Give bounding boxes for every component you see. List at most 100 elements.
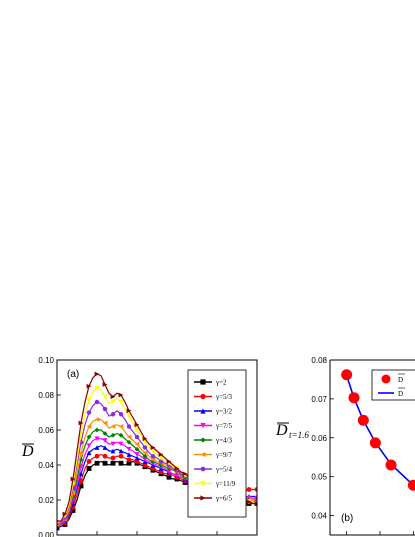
chart-a-point (78, 420, 84, 426)
chart-a-point (86, 459, 92, 464)
chart-a-point (254, 495, 257, 501)
chart-a-legend-marker (200, 408, 206, 414)
chart-b-legend-item: D (378, 387, 405, 398)
chart-a-point (174, 466, 180, 471)
chart-a-ytick-label: 0.04 (38, 461, 54, 470)
chart-b-series-group (341, 369, 415, 491)
chart-a-legend-label: γ=6/5 (215, 495, 232, 503)
chart-a-legend-marker (200, 393, 206, 400)
chart-a-ytick-label: 0.10 (38, 356, 54, 365)
chart-a-point (70, 508, 76, 513)
chart-a-point (150, 448, 156, 454)
chart-b-point (407, 479, 415, 491)
chart-b-ytick-label: 0.07 (311, 395, 327, 404)
chart-a-point (118, 453, 124, 459)
chart-a-point (110, 394, 116, 400)
chart-a-point (94, 445, 100, 450)
chart-a-point (86, 424, 92, 429)
chart-a-point (70, 494, 76, 499)
chart-a-point (254, 501, 257, 506)
chart-a-point (86, 466, 92, 471)
chart-a-legend-marker (200, 379, 206, 385)
chart-a-legend-item: γ=9/7 (194, 451, 232, 459)
chart-a-point (86, 397, 92, 403)
chart-a-point (150, 445, 156, 450)
chart-a-point (70, 476, 76, 482)
chart-a-legend-item: γ=5/4 (194, 466, 232, 474)
chart-a-legend-marker (200, 451, 206, 458)
chart-a-point (102, 460, 108, 466)
chart-a-point (158, 452, 164, 457)
chart-b-point (385, 459, 397, 471)
chart-a-point (86, 450, 92, 456)
chart-a-point (150, 457, 156, 463)
chart-a-point (158, 462, 164, 468)
chart-a-ylabel: D (21, 443, 34, 460)
chart-a-point (86, 383, 92, 389)
svg-text:D: D (275, 422, 288, 439)
chart-a-legend-marker (200, 437, 206, 443)
chart-a-point (94, 417, 100, 422)
svg-text:D: D (21, 443, 34, 460)
chart-a-point (126, 457, 132, 463)
chart-a-point (94, 399, 100, 405)
chart-a-point (102, 420, 108, 426)
chart-a-point (110, 412, 116, 417)
chart-b-legend: DD (371, 369, 415, 401)
chart-a-point (78, 457, 84, 463)
chart-b-point (357, 414, 369, 426)
chart-a-point (134, 427, 140, 433)
chart-a-point (150, 459, 156, 464)
chart-a-point (158, 459, 164, 464)
chart-a-legend-item: γ=4/3 (194, 437, 232, 445)
chart-a-point (126, 434, 132, 440)
chart-a-point (142, 457, 148, 463)
chart-a-point (134, 434, 140, 440)
chart-a-legend-item: γ=2 (194, 379, 227, 387)
chart-b-ytick-label: 0.04 (311, 512, 327, 521)
chart-b-ytick-label: 0.08 (311, 356, 327, 365)
chart-b-legend-marker (381, 374, 391, 384)
chart-a-point (118, 432, 124, 438)
chart-a-point (94, 427, 100, 433)
chart-a-point (118, 424, 124, 429)
chart-a-ytick-label: 0.02 (38, 496, 54, 505)
chart-a-point (126, 413, 132, 419)
chart-a-point (118, 460, 124, 466)
chart-a-point (126, 446, 132, 452)
chart-a-point (110, 441, 116, 447)
chart-a-point (110, 432, 116, 438)
chart-a-point (86, 410, 92, 415)
chart-b-ylabel: D t=1.6 (275, 422, 309, 440)
chart-a-legend-label: γ=7/5 (215, 422, 232, 430)
chart-a-point (254, 487, 257, 492)
chart-a-point (134, 441, 140, 447)
chart-a-legend-item: γ=5/3 (194, 393, 232, 401)
chart-a-legend-marker (200, 480, 206, 487)
chart-a-legend-label: γ=11/9 (215, 480, 236, 488)
chart-a-point (166, 466, 172, 471)
chart-a-point (94, 371, 100, 377)
chart-a-point (102, 406, 108, 412)
chart-b-point (348, 392, 360, 404)
chart-a-point (166, 469, 172, 475)
chart-a-point (70, 490, 76, 496)
chart-a-point (118, 412, 124, 417)
chart-b-legend-item: D (381, 373, 405, 384)
chart-a-point (86, 443, 92, 449)
chart-a-point (142, 436, 148, 442)
chart-a-point (110, 399, 116, 405)
chart-a-panel-label: (a) (67, 369, 79, 380)
chart-a-point (246, 499, 252, 505)
chart-a-point (94, 436, 100, 442)
chart-a-point (126, 460, 132, 466)
chart-a-point (94, 460, 100, 466)
chart-a-legend-item: γ=7/5 (194, 422, 232, 430)
chart-a-legend-label: γ=3/2 (215, 408, 232, 416)
chart-a-legend-marker (200, 495, 206, 501)
chart-b: 1.21.31.40.040.050.060.070.08 (b) D t=1.… (275, 356, 415, 536)
chart-a-point (174, 473, 180, 478)
chart-a-legend-label: γ=9/7 (215, 451, 232, 459)
chart-a-legend-marker (200, 466, 206, 472)
chart-a-point (118, 392, 124, 398)
